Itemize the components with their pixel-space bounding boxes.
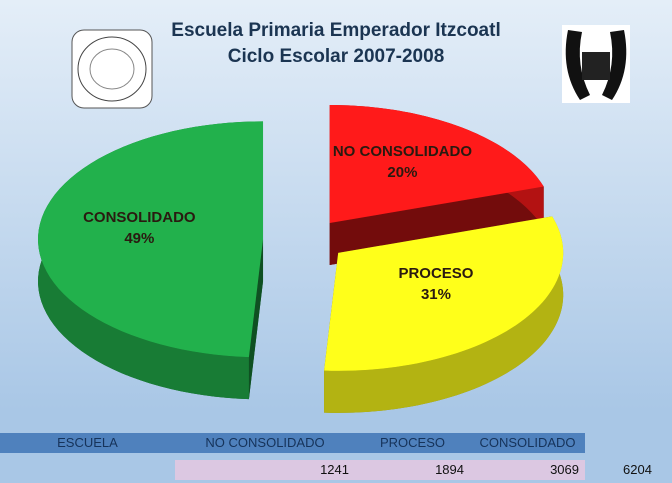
- table-header-cell: NO CONSOLIDADO: [175, 433, 355, 453]
- slice-category: NO CONSOLIDADO: [332, 142, 472, 160]
- slice-value: 49%: [124, 230, 155, 248]
- slice-wall: [248, 239, 264, 400]
- slice-label: PROCESO 31%: [361, 263, 511, 305]
- chart-title: Escuela Primaria Emperador Itzcoatl: [171, 20, 500, 41]
- table-cell: 1894: [355, 460, 470, 480]
- table-cell: 1241: [175, 460, 355, 480]
- table-header-cell: ESCUELA: [0, 433, 175, 453]
- table-header-cell: PROCESO: [355, 433, 470, 453]
- slice: [324, 216, 564, 371]
- school-logo: [71, 29, 153, 109]
- slice: [38, 121, 264, 358]
- slice-value: 20%: [387, 163, 418, 181]
- slice-value: 31%: [420, 285, 451, 303]
- pie: [38, 105, 564, 413]
- slice: [329, 105, 544, 224]
- table-cell: 3069: [470, 460, 585, 480]
- table-cell: 6204: [623, 462, 652, 477]
- slice-side: [324, 216, 564, 413]
- table-header-cell: CONSOLIDADO: [470, 433, 585, 453]
- slice-label: NO CONSOLIDADO 20%: [327, 141, 477, 183]
- slice-category: PROCESO: [398, 264, 474, 282]
- slice-category: CONSOLIDADO: [83, 209, 196, 227]
- chart-subtitle: Ciclo Escolar 2007-2008: [228, 46, 445, 67]
- zone-logo: [562, 25, 630, 103]
- slice-label: CONSOLIDADO 49%: [64, 207, 214, 249]
